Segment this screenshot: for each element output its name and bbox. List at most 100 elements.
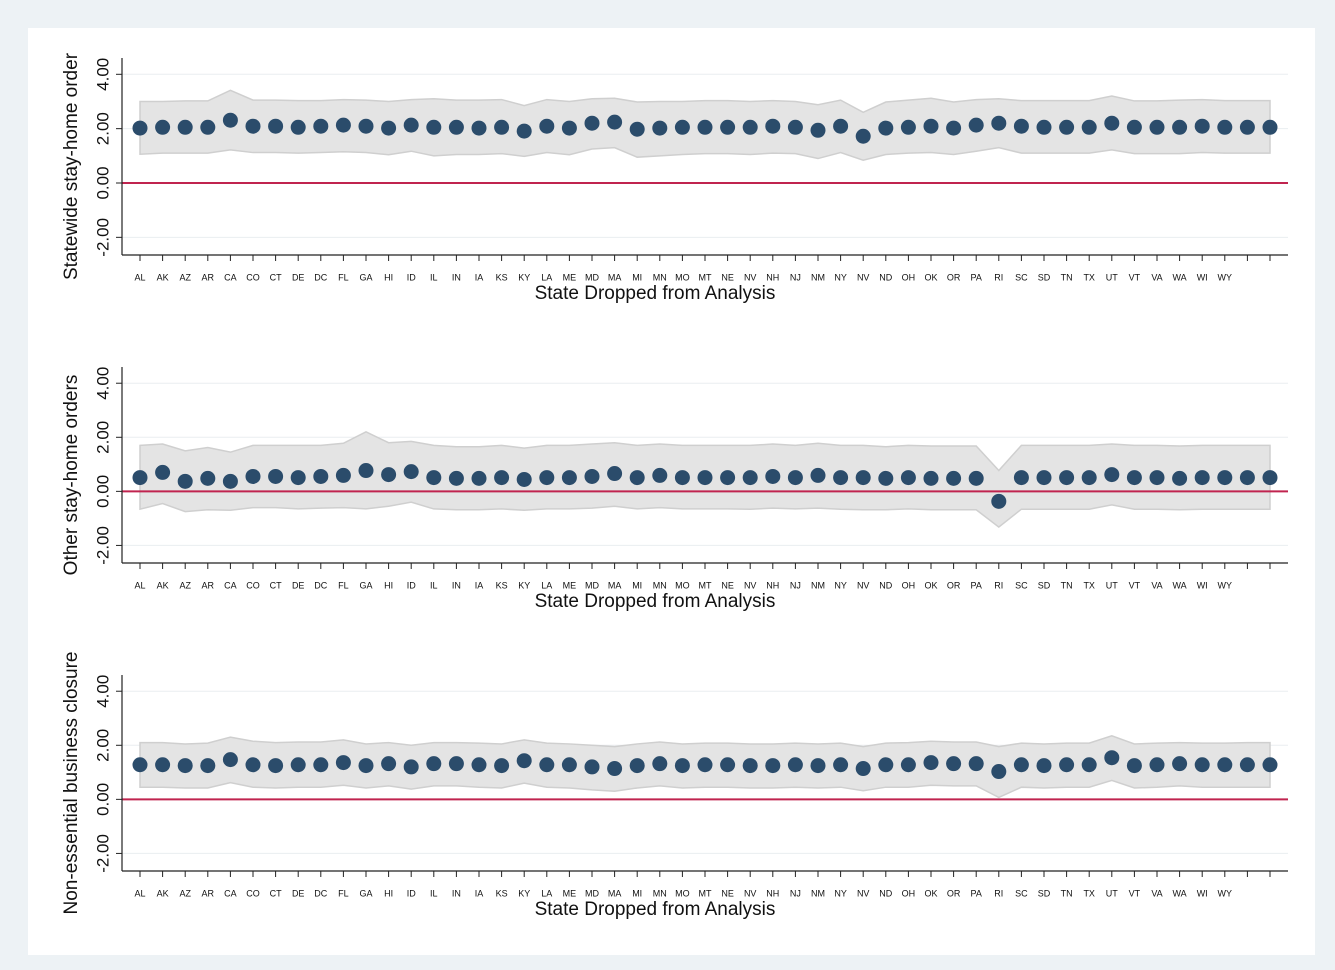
x-tick-label: NY [834, 272, 847, 282]
x-tick-label: KS [496, 580, 508, 590]
x-tick-label: KS [496, 888, 508, 898]
x-tick-label: RI [994, 272, 1003, 282]
point [313, 468, 329, 484]
x-tick-label: NV [744, 272, 757, 282]
point [720, 119, 736, 135]
x-tick-label: NH [766, 272, 779, 282]
point [245, 468, 261, 484]
y-tick-label: 0.00 [93, 475, 112, 508]
y-tick-label: 4.00 [93, 675, 112, 708]
point [539, 470, 555, 486]
point [177, 473, 193, 489]
x-tick-label: MA [608, 580, 622, 590]
point [1059, 470, 1075, 486]
x-tick-label: NH [766, 580, 779, 590]
point [403, 117, 419, 133]
point [561, 470, 577, 486]
point [1149, 757, 1165, 773]
point [991, 764, 1007, 780]
y-tick-label: 2.00 [93, 112, 112, 145]
point [268, 468, 284, 484]
point [381, 467, 397, 483]
x-tick-label: ND [879, 580, 892, 590]
y-axis-title: Statewide stay-home order [61, 52, 82, 280]
point [471, 120, 487, 136]
x-tick-label: AK [157, 272, 169, 282]
x-tick-label: ID [407, 888, 417, 898]
point [1194, 757, 1210, 773]
point [448, 756, 464, 772]
x-tick-label: CA [224, 888, 237, 898]
x-tick-label: CT [270, 272, 282, 282]
x-tick-label: GA [359, 888, 372, 898]
x-tick-label: AZ [179, 888, 191, 898]
x-tick-label: TN [1061, 272, 1073, 282]
x-tick-label: WY [1218, 272, 1233, 282]
x-tick-label: NJ [790, 272, 801, 282]
y-tick-label: 0.00 [93, 783, 112, 816]
x-tick-label: HI [384, 272, 393, 282]
point [494, 470, 510, 486]
point [946, 120, 962, 136]
point [539, 118, 555, 134]
x-tick-label: CO [246, 580, 260, 590]
y-tick-label: 0.00 [93, 166, 112, 199]
x-tick-label: KY [518, 580, 530, 590]
x-tick-label: SD [1038, 272, 1051, 282]
point [177, 758, 193, 774]
point [584, 115, 600, 131]
x-tick-label: MA [608, 272, 622, 282]
point [132, 757, 148, 773]
x-tick-label: MA [608, 888, 622, 898]
point [1081, 470, 1097, 486]
x-tick-label: RI [994, 888, 1003, 898]
x-tick-label: TX [1083, 272, 1095, 282]
point [1217, 757, 1233, 773]
x-tick-label: MN [653, 272, 667, 282]
point [833, 118, 849, 134]
point [697, 119, 713, 135]
point [290, 757, 306, 773]
point [1194, 118, 1210, 134]
x-tick-label: IN [452, 888, 461, 898]
point [787, 470, 803, 486]
point [991, 115, 1007, 131]
x-tick-label: GA [359, 272, 372, 282]
point [245, 757, 261, 773]
point [335, 467, 351, 483]
point [290, 119, 306, 135]
point [1217, 119, 1233, 135]
point [810, 467, 826, 483]
x-tick-label: OR [947, 272, 961, 282]
point [629, 470, 645, 486]
point [403, 759, 419, 775]
point [1172, 119, 1188, 135]
point [516, 123, 532, 139]
point [720, 470, 736, 486]
x-tick-label: IN [452, 580, 461, 590]
x-tick-label: SC [1015, 888, 1028, 898]
x-tick-label: NV [744, 888, 757, 898]
x-tick-label: ND [879, 272, 892, 282]
x-tick-label: HI [384, 580, 393, 590]
point [742, 758, 758, 774]
x-tick-label: KY [518, 272, 530, 282]
point [607, 761, 623, 777]
point [1104, 750, 1120, 766]
point [810, 122, 826, 138]
x-tick-label: MD [585, 580, 599, 590]
x-tick-label: PA [971, 580, 982, 590]
point [426, 119, 442, 135]
point [787, 757, 803, 773]
x-tick-label: IL [430, 272, 438, 282]
y-tick-label: 2.00 [93, 421, 112, 454]
x-tick-label: PA [971, 272, 982, 282]
point [629, 121, 645, 137]
y-tick-label: 2.00 [93, 729, 112, 762]
point [335, 755, 351, 771]
point [674, 758, 690, 774]
x-tick-label: NY [834, 888, 847, 898]
point [268, 118, 284, 134]
x-tick-label: AL [134, 888, 145, 898]
